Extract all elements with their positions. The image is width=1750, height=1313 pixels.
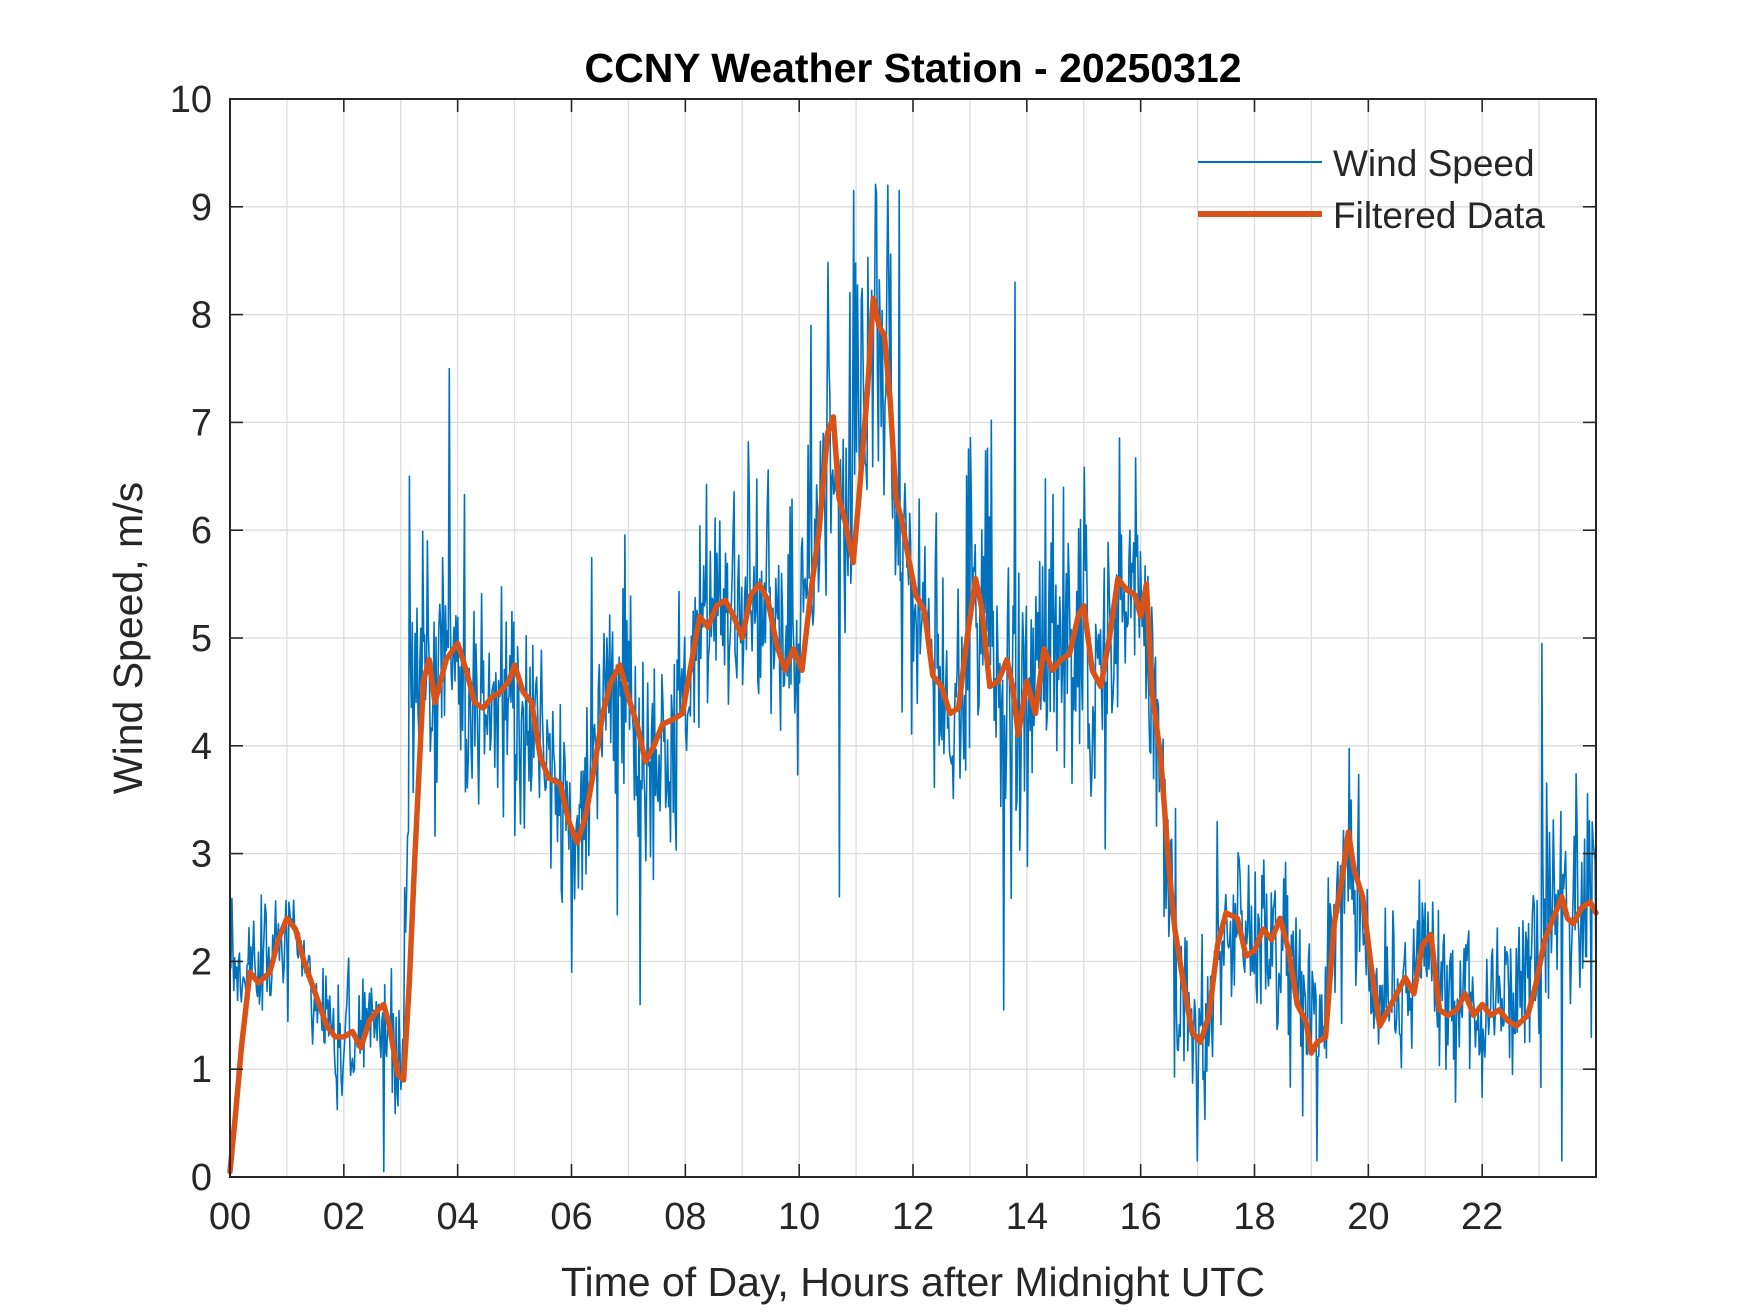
y-tick-label: 8 [191, 295, 212, 337]
x-axis-label: Time of Day, Hours after Midnight UTC [561, 1259, 1265, 1305]
x-tick-label: 10 [778, 1196, 820, 1238]
y-tick-label: 6 [191, 510, 212, 552]
x-tick-label: 04 [437, 1196, 479, 1238]
x-tick-label: 20 [1347, 1196, 1389, 1238]
chart-title: CCNY Weather Station - 20250312 [584, 45, 1241, 91]
filtered-data-line [227, 295, 1599, 1175]
y-tick-label: 0 [191, 1157, 212, 1199]
y-tick-label: 7 [191, 402, 212, 444]
x-tick-label: 12 [892, 1196, 934, 1238]
y-tick-label: 5 [191, 618, 212, 660]
legend-label-wind-speed: Wind Speed [1333, 143, 1535, 184]
y-axis-label: Wind Speed, m/s [105, 482, 151, 794]
x-tick-label: 06 [550, 1196, 592, 1238]
tick-marks [229, 98, 1596, 1178]
y-tick-label: 4 [191, 726, 212, 768]
x-tick-label: 08 [664, 1196, 706, 1238]
x-tick-label: 22 [1461, 1196, 1503, 1238]
x-tick-label: 14 [1006, 1196, 1048, 1238]
y-tick-label: 9 [191, 187, 212, 229]
series-layer [227, 183, 1599, 1175]
y-tick-label: 10 [170, 79, 212, 121]
x-tick-label: 18 [1233, 1196, 1275, 1238]
x-tick-label: 16 [1120, 1196, 1162, 1238]
legend-label-filtered-data: Filtered Data [1333, 195, 1545, 236]
legend: Wind Speed Filtered Data [1198, 143, 1545, 236]
y-tick-label: 3 [191, 834, 212, 876]
y-tick-label: 2 [191, 941, 212, 983]
y-tick-label: 1 [191, 1049, 212, 1091]
x-tick-label: 00 [209, 1196, 251, 1238]
x-tick-label: 02 [323, 1196, 365, 1238]
